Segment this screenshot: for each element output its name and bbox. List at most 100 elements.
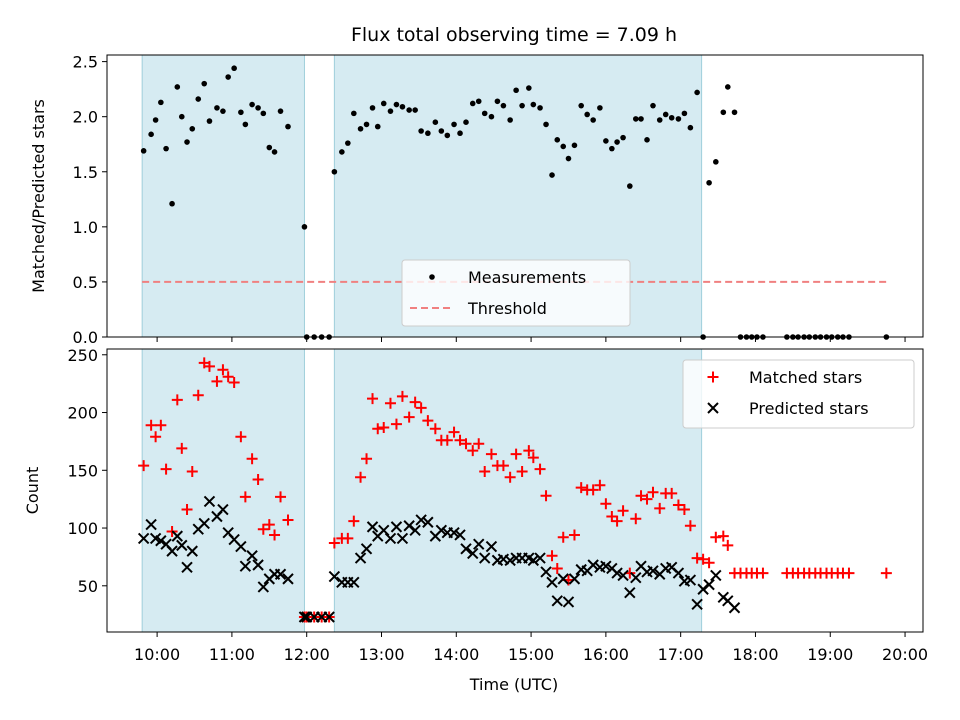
matched-stars-point [757, 567, 769, 579]
measurements-point [184, 139, 190, 145]
matched-stars-point [510, 448, 522, 460]
predicted-stars-point [274, 568, 287, 580]
predicted-stars-point [534, 552, 546, 564]
measurements-point [301, 224, 308, 230]
observing-window-band [333, 348, 703, 633]
matched-stars-point [171, 394, 183, 406]
predicted-stars-point [672, 567, 685, 579]
legend-marker [707, 402, 719, 414]
measurements-point [189, 126, 196, 132]
measurements-point [158, 99, 164, 106]
measurements-point [444, 132, 451, 139]
measurements-point [225, 74, 231, 80]
predicted-stars-point [217, 503, 229, 516]
measurements-point [620, 134, 626, 141]
y-axis-label: Matched/Predicted stars [29, 99, 48, 293]
matched-stars-point [546, 550, 558, 562]
matched-stars-point [575, 482, 587, 494]
measurements-point [412, 107, 418, 113]
matched-stars-point [635, 490, 647, 502]
chart-title: Flux total observing time = 7.09 h [351, 24, 677, 46]
matched-stars-point [600, 498, 612, 510]
bottom-panel: 50 100 150 200 250 10:00 11:00 12:00 13:00 14:00 1… [23, 346, 928, 664]
matched-stars-point [275, 491, 287, 503]
measurements-point [513, 87, 519, 94]
top-panel: 0.0 0.5 1.0 1.5 2.0 2.5 Matched/Predicted star… [29, 53, 924, 347]
measurements-point [537, 105, 543, 111]
matched-stars-point [355, 471, 367, 483]
matched-stars-point [150, 431, 162, 443]
matched-stars-point [551, 562, 563, 574]
measurements-point [231, 65, 237, 72]
measurements-point [463, 119, 469, 125]
measurements-point [526, 85, 532, 91]
measurements-point [339, 149, 345, 155]
matched-stars-point [722, 539, 734, 551]
legend-marker [429, 274, 435, 280]
measurements-point [656, 117, 663, 123]
measurements-point [554, 137, 561, 143]
measurements-point [380, 100, 387, 107]
matched-stars-point [203, 360, 215, 372]
predicted-stars-point [551, 595, 563, 607]
matched-stars-point [703, 557, 715, 569]
measurements-point [494, 98, 501, 105]
x-tick-label: 19:00 [807, 645, 853, 664]
matched-stars-point [540, 490, 552, 502]
matched-stars-point [647, 486, 659, 498]
measurements-point [174, 84, 181, 90]
matched-stars-point [672, 499, 684, 511]
matched-stars-point [155, 419, 167, 431]
measurements-point [507, 117, 513, 123]
predicted-stars-point [684, 574, 697, 586]
measurements-point [543, 121, 549, 128]
measurements-point [694, 89, 700, 96]
matched-stars-point [717, 530, 729, 542]
matched-stars-point [246, 453, 258, 465]
legend: Measurements Threshold [401, 259, 631, 327]
measurements-point [260, 110, 267, 117]
measurements-point [387, 108, 394, 114]
matched-stars-point [160, 463, 172, 475]
predicted-stars-point [473, 538, 485, 550]
measurements-point [406, 107, 412, 113]
predicted-stars-point [186, 545, 198, 557]
measurements-point [597, 105, 603, 111]
matched-stars-point [467, 445, 479, 457]
matched-stars-point [384, 397, 396, 409]
measurements-point [668, 114, 675, 121]
measurements-point [451, 121, 457, 128]
x-tick-label: 11:00 [209, 645, 255, 664]
y-tick-label: 0.0 [73, 328, 98, 347]
predicted-stars-point [479, 552, 491, 564]
predicted-stars-point [137, 532, 150, 545]
measurements-point [432, 119, 439, 125]
measurements-point [249, 101, 255, 108]
matched-stars-point [138, 460, 150, 472]
measurements-point [242, 121, 249, 128]
matched-stars-point [617, 505, 629, 517]
matched-stars-point [697, 553, 709, 565]
predicted-stars-point [384, 532, 397, 545]
measurements-point [163, 145, 169, 152]
predicted-stars-point [246, 550, 258, 562]
matched-stars-point [534, 463, 546, 475]
measurements-point [214, 105, 220, 111]
measurements-point [675, 116, 682, 122]
measurements-point [277, 108, 284, 114]
measurements-point [650, 102, 656, 109]
legend-box [401, 259, 631, 327]
x-tick-label: 17:00 [658, 645, 704, 664]
matched-stars-point [372, 423, 384, 435]
predicted-stars-point [587, 559, 599, 571]
x-tick-label: 13:00 [358, 645, 404, 664]
y-tick-label: 1.0 [73, 218, 98, 237]
predicted-stars-point [710, 569, 722, 582]
measurements-point [425, 130, 431, 137]
observing-window-band [141, 54, 305, 338]
measurements-point [140, 148, 147, 154]
measurements-point [475, 98, 482, 105]
measurements-point [266, 144, 273, 151]
matched-stars-point [630, 513, 642, 525]
measurements-point [220, 108, 226, 114]
